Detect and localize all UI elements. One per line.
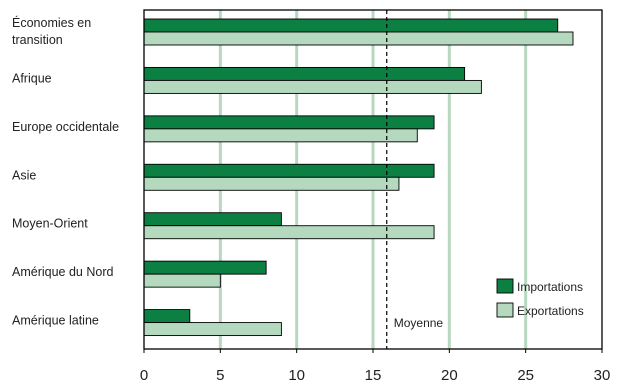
category-labels: Économies en transition Afrique Europe occi… [12,15,119,328]
legend-label: Exportations [517,304,584,318]
legend-swatch [496,278,514,294]
bar-exportations [143,128,418,143]
category-label: Afrique [12,71,52,85]
category-label: Europe occidentale [12,120,119,134]
category-label: transition [12,33,63,47]
bar-exportations [143,225,435,240]
bar-importations [143,115,435,130]
tick-label: 0 [140,367,148,384]
x-ticks: 0 5 10 15 20 25 30 [140,349,611,384]
legend-label: Importations [517,280,583,294]
bar-importations [143,260,267,275]
category-label: Économies en [12,15,91,30]
tick-label: 25 [517,367,534,384]
tick-label: 5 [216,367,224,384]
tick-label: 20 [441,367,458,384]
bar-exportations [143,273,221,288]
bar-importations [143,163,435,178]
bar-exportations [143,322,282,337]
category-label: Amérique du Nord [12,265,113,279]
tick-label: 10 [288,367,305,384]
legend: Importations Exportations [496,278,584,318]
bar-importations [143,212,282,227]
bars [143,18,574,337]
bar-exportations [143,176,400,191]
tick-label: 30 [594,367,611,384]
reference-line: Moyenne [386,10,444,349]
bar-importations [143,18,559,33]
average-label: Moyenne [394,316,444,330]
bar-importations [143,309,191,324]
bar-importations [143,66,466,81]
tick-label: 15 [365,367,382,384]
bar-exportations [143,79,482,94]
bar-exportations [143,31,574,46]
category-label: Asie [12,168,36,182]
category-label: Amérique latine [12,314,99,328]
legend-swatch [496,302,514,318]
category-label: Moyen-Orient [12,217,88,231]
